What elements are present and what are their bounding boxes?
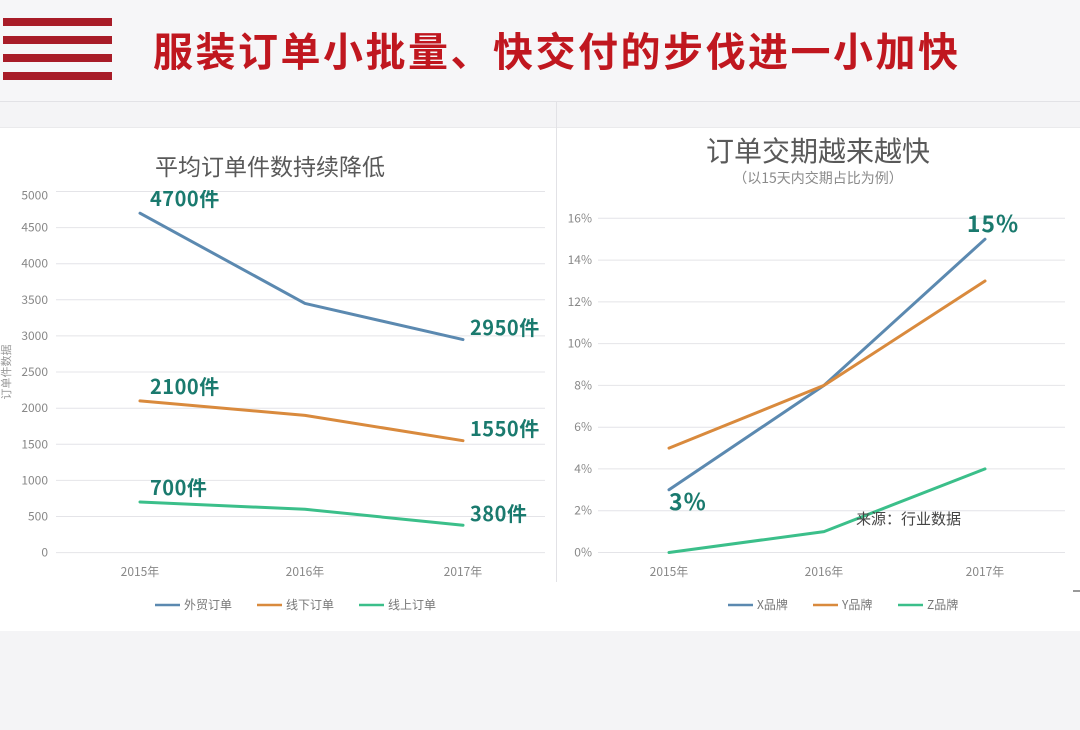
svg-text:2017年: 2017年 [444,563,483,580]
svg-text:3%: 3% [669,483,707,517]
svg-text:2100件: 2100件 [150,371,220,400]
svg-text:外贸订单: 外贸订单 [184,596,232,613]
svg-text:4000: 4000 [21,255,48,272]
svg-text:700件: 700件 [150,472,207,501]
svg-text:3000: 3000 [21,327,48,344]
svg-text:2000: 2000 [21,399,48,416]
svg-text:3500: 3500 [21,291,48,308]
svg-text:14%: 14% [568,251,592,268]
svg-text:1550件: 1550件 [470,413,540,442]
svg-text:X品牌: X品牌 [757,596,788,613]
svg-text:0: 0 [41,544,48,561]
svg-text:10%: 10% [568,335,592,352]
svg-text:2017年: 2017年 [966,563,1005,580]
svg-text:1500: 1500 [21,435,48,452]
svg-text:2016年: 2016年 [286,563,325,580]
svg-text:6%: 6% [574,418,592,435]
svg-text:2500: 2500 [21,363,48,380]
svg-text:4%: 4% [574,460,592,477]
svg-text:12%: 12% [568,293,592,310]
svg-text:2950件: 2950件 [470,312,540,341]
svg-text:4500: 4500 [21,219,48,236]
svg-text:来源：行业数据: 来源：行业数据 [856,508,961,529]
svg-text:0%: 0% [574,544,592,561]
svg-text:500: 500 [28,508,48,525]
svg-text:380件: 380件 [470,498,527,527]
svg-text:2015年: 2015年 [121,563,160,580]
svg-text:2%: 2% [574,502,592,519]
svg-text:8%: 8% [574,376,592,393]
svg-text:16%: 16% [568,209,592,226]
svg-text:Y品牌: Y品牌 [841,596,872,613]
svg-text:订单件数据: 订单件数据 [0,345,14,400]
svg-text:1000: 1000 [21,471,48,488]
svg-text:2016年: 2016年 [805,563,844,580]
svg-text:Z品牌: Z品牌 [927,596,958,613]
svg-text:4700件: 4700件 [150,190,220,212]
svg-text:15%: 15% [967,205,1019,239]
svg-text:线上订单: 线上订单 [388,596,436,613]
svg-text:线下订单: 线下订单 [286,596,334,613]
svg-text:2015年: 2015年 [650,563,689,580]
svg-text:5000: 5000 [21,190,48,204]
